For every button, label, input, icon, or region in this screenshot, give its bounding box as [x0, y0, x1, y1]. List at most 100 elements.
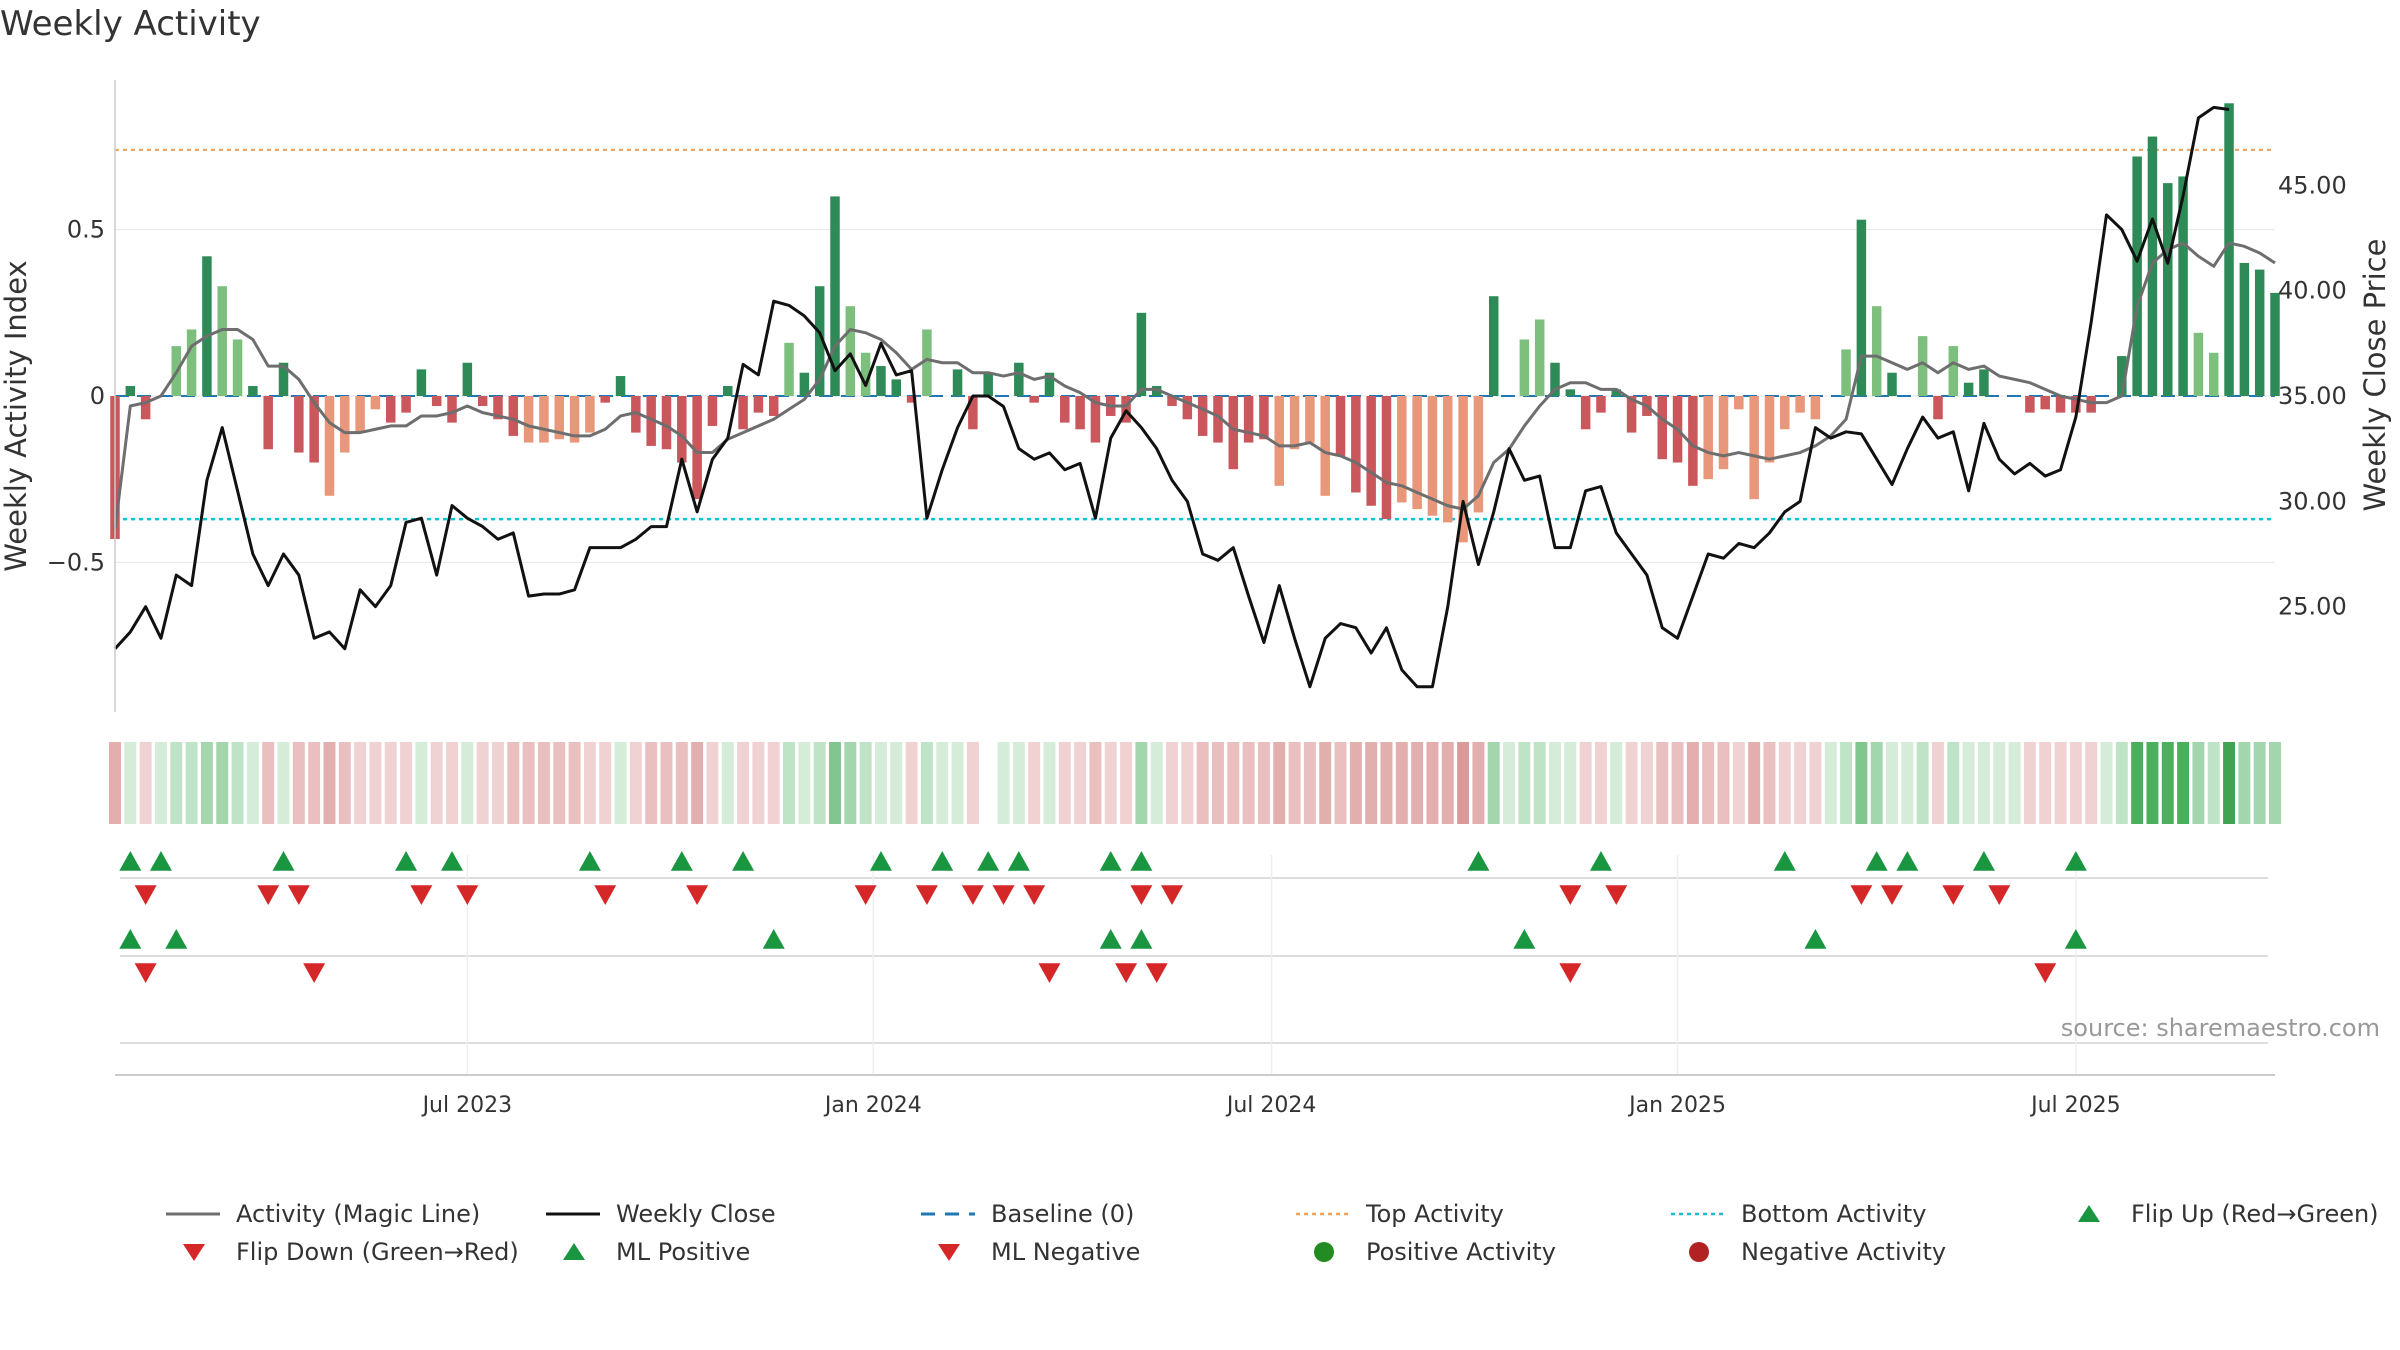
- heat-strip-cell: [1089, 742, 1102, 824]
- legend-label: Bottom Activity: [1741, 1200, 1927, 1228]
- activity-bar: [1810, 396, 1821, 420]
- up-marker: [1130, 929, 1153, 949]
- activity-bar: [1075, 396, 1085, 430]
- activity-bar: [447, 396, 457, 423]
- y2-tick-label: 30.00: [2278, 487, 2347, 515]
- y2-tick-label: 25.00: [2278, 593, 2347, 621]
- heat-strip-cell: [1671, 742, 1684, 824]
- heat-strip-cell: [2161, 742, 2174, 824]
- heat-strip-cell: [1932, 742, 1944, 824]
- activity-bar: [2132, 156, 2142, 396]
- activity-bar: [248, 386, 258, 396]
- down-marker: [1115, 963, 1138, 983]
- heat-strip-cell: [1625, 742, 1638, 824]
- up-marker: [119, 929, 142, 949]
- activity-bar: [707, 396, 718, 426]
- heat-strip-cell: [1380, 742, 1393, 824]
- heat-strip-cell: [1411, 742, 1424, 824]
- up-marker: [441, 851, 464, 871]
- heat-strip-cell: [1135, 742, 1148, 824]
- legend-label: ML Positive: [616, 1238, 751, 1266]
- down-marker: [287, 885, 310, 905]
- down-marker: [1161, 885, 1184, 905]
- down-marker: [456, 885, 479, 905]
- legend-label: Negative Activity: [1741, 1238, 1947, 1266]
- up-marker: [395, 851, 418, 871]
- heat-strip-cell: [997, 742, 1010, 824]
- heat-strip-cell: [124, 742, 137, 824]
- heat-strip-cell: [384, 742, 397, 824]
- up-marker: [931, 851, 954, 871]
- y-tick-label: 0.5: [67, 216, 105, 244]
- up-marker: [762, 929, 785, 949]
- heat-strip-cell: [813, 742, 826, 824]
- activity-bar: [1917, 336, 1928, 396]
- up-marker: [1467, 851, 1490, 871]
- activity-bar: [186, 329, 197, 396]
- up-marker: [2064, 851, 2087, 871]
- heat-strip: [109, 742, 2281, 824]
- heat-strip-cell: [1702, 742, 1715, 824]
- activity-bar: [1657, 396, 1667, 460]
- heat-strip-cell: [890, 742, 903, 824]
- up-marker: [869, 851, 892, 871]
- activity-bar: [1397, 396, 1407, 503]
- heat-strip-cell: [721, 742, 734, 824]
- legend-item: ML Negative: [915, 1238, 1140, 1266]
- heat-strip-cell: [1150, 742, 1163, 824]
- heat-strip-cell: [1686, 742, 1699, 824]
- dot-orange-icon: [1296, 1212, 1350, 1216]
- heat-strip-cell: [507, 742, 520, 824]
- activity-bar: [523, 396, 534, 443]
- heat-strip-cell: [568, 742, 581, 824]
- heat-strip-cell: [323, 742, 336, 824]
- activity-bar: [340, 396, 350, 453]
- activity-bar: [661, 396, 672, 450]
- heat-strip-cell: [1426, 742, 1439, 824]
- heat-strip-cell: [430, 742, 443, 824]
- heat-strip-cell: [2238, 742, 2251, 824]
- heat-strip-cell: [1028, 742, 1041, 824]
- heat-strip-cell: [1365, 742, 1378, 824]
- activity-bar: [615, 376, 626, 396]
- activity-bar: [1871, 306, 1882, 396]
- heat-strip-cell: [1288, 742, 1301, 824]
- heat-strip-cell: [400, 742, 413, 824]
- heat-strip-cell: [1533, 742, 1546, 824]
- heat-strip-cell: [1732, 742, 1745, 824]
- activity-bar: [462, 362, 473, 396]
- heat-strip-cell: [1257, 742, 1270, 824]
- activity-bar: [1443, 396, 1453, 523]
- up-marker: [1099, 851, 1122, 871]
- up-marker: [1589, 851, 1612, 871]
- heat-strip-cell: [1610, 742, 1623, 824]
- line-black-icon: [546, 1212, 600, 1216]
- activity-bar: [1856, 219, 1867, 396]
- activity-bar: [2163, 183, 2173, 396]
- activity-bar: [799, 372, 810, 396]
- heat-strip-cell: [1977, 742, 1990, 824]
- activity-bar: [1488, 296, 1499, 396]
- heat-strip-cell: [675, 742, 688, 824]
- x-tick-label: Jul 2025: [2029, 1093, 2121, 1118]
- activity-bar: [1044, 372, 1055, 396]
- legend-label: Flip Up (Red→Green): [2131, 1200, 2379, 1228]
- activity-bar: [1136, 312, 1147, 396]
- legend-label: Flip Down (Green→Red): [236, 1238, 519, 1266]
- activity-bar: [416, 369, 427, 396]
- triangle-up-green-icon: [2078, 1205, 2100, 1222]
- activity-bar: [1749, 396, 1759, 500]
- down-marker: [1559, 963, 1582, 983]
- heat-strip-cell: [537, 742, 550, 824]
- heat-strip-cell: [1334, 742, 1347, 824]
- heat-strip-cell: [308, 742, 321, 824]
- up-marker: [1804, 929, 1827, 949]
- down-marker: [594, 885, 617, 905]
- down-marker: [303, 963, 326, 983]
- heat-strip-cell: [476, 742, 489, 824]
- legend-label: Baseline (0): [991, 1200, 1135, 1228]
- heat-strip-cell: [767, 742, 780, 824]
- x-tick-label: Jan 2025: [1627, 1093, 1726, 1118]
- up-marker: [1972, 851, 1995, 871]
- heat-strip-cell: [1227, 742, 1240, 824]
